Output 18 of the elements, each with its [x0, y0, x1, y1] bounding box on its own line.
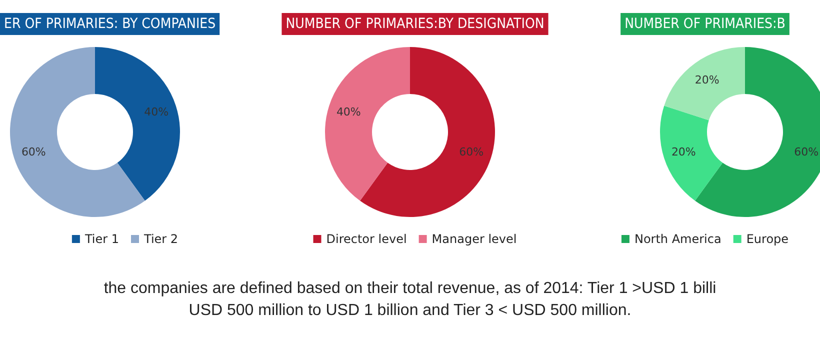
text: the companies are defined based on their total revenue, as of 2014: Tier 1 >USD 1 billi: [102, 279, 718, 299]
chart-title: NUMBER OF PRIMARIES:B: [624, 16, 786, 32]
data-label: 20%: [671, 145, 696, 158]
data-label: 40%: [144, 106, 169, 119]
data-label: 60%: [21, 145, 46, 158]
legend-label: North America: [634, 232, 722, 246]
legend-label: Manager level: [432, 232, 517, 246]
chart-title: ER OF PRIMARIES: BY COMPANIES: [4, 16, 216, 32]
legend-label: Tier 1: [84, 232, 119, 246]
legend-label: Tier 2: [143, 232, 178, 246]
data-label: 20%: [694, 73, 720, 86]
text: USD 500 million to USD 1 billion and Tier 3 < USD 500 million.: [188, 301, 632, 321]
data-label: 40%: [336, 106, 361, 119]
data-label: 60%: [459, 145, 484, 158]
chart-title: NUMBER OF PRIMARIES:BY DESIGNATION: [286, 16, 544, 32]
data-label: 60%: [794, 145, 819, 158]
legend-label: Europe: [746, 232, 789, 246]
legend-label: Director level: [326, 232, 407, 246]
